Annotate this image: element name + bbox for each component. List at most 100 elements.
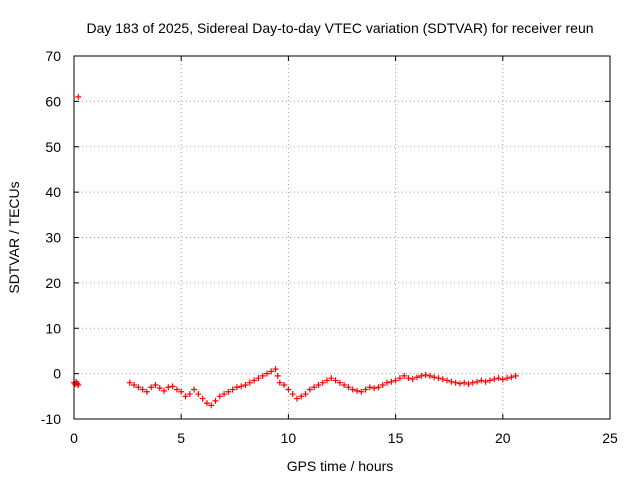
data-point: [375, 384, 382, 391]
data-point: [229, 386, 236, 393]
data-point: [126, 379, 133, 386]
data-point: [396, 375, 403, 382]
y-axis-ticks: -10 0 10 20 30 40 50 60 70: [41, 48, 610, 427]
data-point: [371, 385, 378, 392]
y-tick-label: 10: [45, 320, 61, 336]
x-tick-label: 25: [602, 430, 618, 446]
data-point: [504, 375, 511, 382]
data-point: [199, 395, 206, 402]
data-point: [486, 377, 493, 384]
x-tick-label: 20: [495, 430, 511, 446]
data-point: [165, 384, 172, 391]
data-point: [212, 397, 219, 404]
y-tick-label: 40: [45, 184, 61, 200]
data-point: [75, 93, 82, 100]
data-point: [272, 366, 279, 373]
grid-lines: [74, 56, 610, 419]
data-point: [208, 402, 215, 409]
data-point: [302, 391, 309, 398]
y-tick-label: 70: [45, 48, 61, 64]
data-point: [358, 388, 365, 395]
data-point: [216, 393, 223, 400]
data-point: [392, 377, 399, 384]
data-point: [354, 387, 361, 394]
data-point: [169, 383, 176, 390]
x-tick-label: 15: [388, 430, 404, 446]
data-point: [482, 378, 489, 385]
data-point: [465, 381, 472, 388]
data-point: [469, 379, 476, 386]
data-point: [495, 375, 502, 382]
y-tick-label: 50: [45, 139, 61, 155]
data-point: [263, 370, 270, 377]
data-point: [409, 376, 416, 383]
data-point: [448, 378, 455, 385]
data-point: [178, 388, 185, 395]
data-point: [435, 375, 442, 382]
data-point: [456, 380, 463, 387]
data-point: [75, 381, 82, 388]
data-point: [255, 375, 262, 382]
y-axis-label: SDTVAR / TECUs: [6, 181, 22, 293]
chart-title: Day 183 of 2025, Sidereal Day-to-day VTE…: [86, 20, 593, 36]
data-point: [268, 368, 275, 375]
data-point: [74, 380, 81, 387]
data-point: [444, 377, 451, 384]
data-point: [474, 378, 481, 385]
x-tick-label: 10: [281, 430, 297, 446]
data-point: [332, 377, 339, 384]
data-point: [173, 386, 180, 393]
data-point: [384, 379, 391, 386]
data-point: [276, 379, 283, 386]
data-point: [148, 384, 155, 391]
data-point: [135, 384, 142, 391]
data-point: [319, 379, 326, 386]
data-point: [478, 377, 485, 384]
data-point: [315, 381, 322, 388]
data-point: [242, 381, 249, 388]
data-point: [233, 384, 240, 391]
data-point: [182, 393, 189, 400]
data-point: [439, 376, 446, 383]
data-point: [336, 379, 343, 386]
data-point: [298, 393, 305, 400]
data-point: [508, 374, 515, 381]
data-point: [431, 374, 438, 381]
data-point: [143, 388, 150, 395]
y-tick-label: 20: [45, 275, 61, 291]
data-point: [274, 372, 281, 379]
data-point: [328, 375, 335, 382]
data-point: [388, 378, 395, 385]
data-point: [225, 388, 232, 395]
y-tick-label: 30: [45, 230, 61, 246]
data-point: [311, 384, 318, 391]
data-point: [422, 371, 429, 378]
data-point: [186, 391, 193, 398]
data-point: [131, 381, 138, 388]
data-point: [491, 376, 498, 383]
data-point: [401, 372, 408, 379]
data-point: [452, 379, 459, 386]
data-point: [281, 381, 288, 388]
data-point: [461, 379, 468, 386]
data-point: [221, 391, 228, 398]
data-point: [426, 372, 433, 379]
data-point: [251, 377, 258, 384]
data-point: [362, 386, 369, 393]
data-point: [238, 383, 245, 390]
x-tick-label: 0: [70, 430, 78, 446]
data-point: [379, 381, 386, 388]
data-point: [246, 379, 253, 386]
data-point: [289, 391, 296, 398]
data-point: [405, 375, 412, 382]
x-axis-ticks: 0 5 10 15 20 25: [70, 56, 618, 446]
data-point: [306, 386, 313, 393]
data-point: [156, 385, 163, 392]
data-points: [71, 93, 519, 409]
y-tick-label: -10: [41, 411, 61, 427]
data-point: [259, 372, 266, 379]
data-point: [418, 372, 425, 379]
y-tick-label: 60: [45, 93, 61, 109]
